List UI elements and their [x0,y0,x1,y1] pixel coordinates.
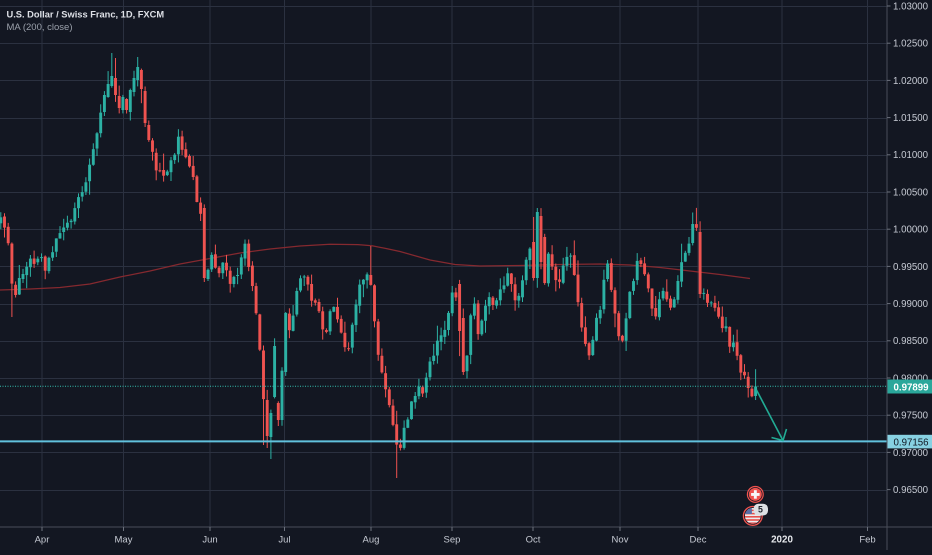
svg-text:Jun: Jun [202,535,217,546]
svg-text:1.01500: 1.01500 [893,113,929,124]
svg-text:Jul: Jul [278,535,290,546]
svg-text:0.99000: 0.99000 [893,299,929,310]
svg-text:Apr: Apr [35,535,50,546]
svg-text:1.00000: 1.00000 [893,225,929,236]
svg-text:Nov: Nov [612,535,629,546]
svg-text:0.99500: 0.99500 [893,262,929,273]
svg-text:0.97156: 0.97156 [894,437,929,448]
svg-text:1.02500: 1.02500 [893,39,929,50]
svg-text:0.96500: 0.96500 [893,485,929,496]
svg-text:1.00500: 1.00500 [893,187,929,198]
svg-text:U.S. Dollar / Swiss Franc, 1D,: U.S. Dollar / Swiss Franc, 1D, FXCM [7,10,165,20]
svg-text:2020: 2020 [771,535,793,546]
svg-text:Dec: Dec [690,535,707,546]
svg-text:5: 5 [758,505,763,515]
svg-text:May: May [115,535,133,546]
svg-text:0.97899: 0.97899 [894,382,930,393]
svg-text:1.02000: 1.02000 [893,76,929,87]
svg-text:MA (200, close): MA (200, close) [7,22,73,33]
svg-text:0.98500: 0.98500 [893,336,929,347]
svg-text:0.97000: 0.97000 [893,448,929,459]
svg-text:Aug: Aug [363,535,380,546]
svg-text:Feb: Feb [859,535,875,546]
svg-text:Sep: Sep [444,535,461,546]
svg-text:1.03000: 1.03000 [893,1,929,12]
svg-text:Oct: Oct [526,535,541,546]
svg-text:0.97500: 0.97500 [893,411,929,422]
svg-text:1.01000: 1.01000 [893,150,929,161]
